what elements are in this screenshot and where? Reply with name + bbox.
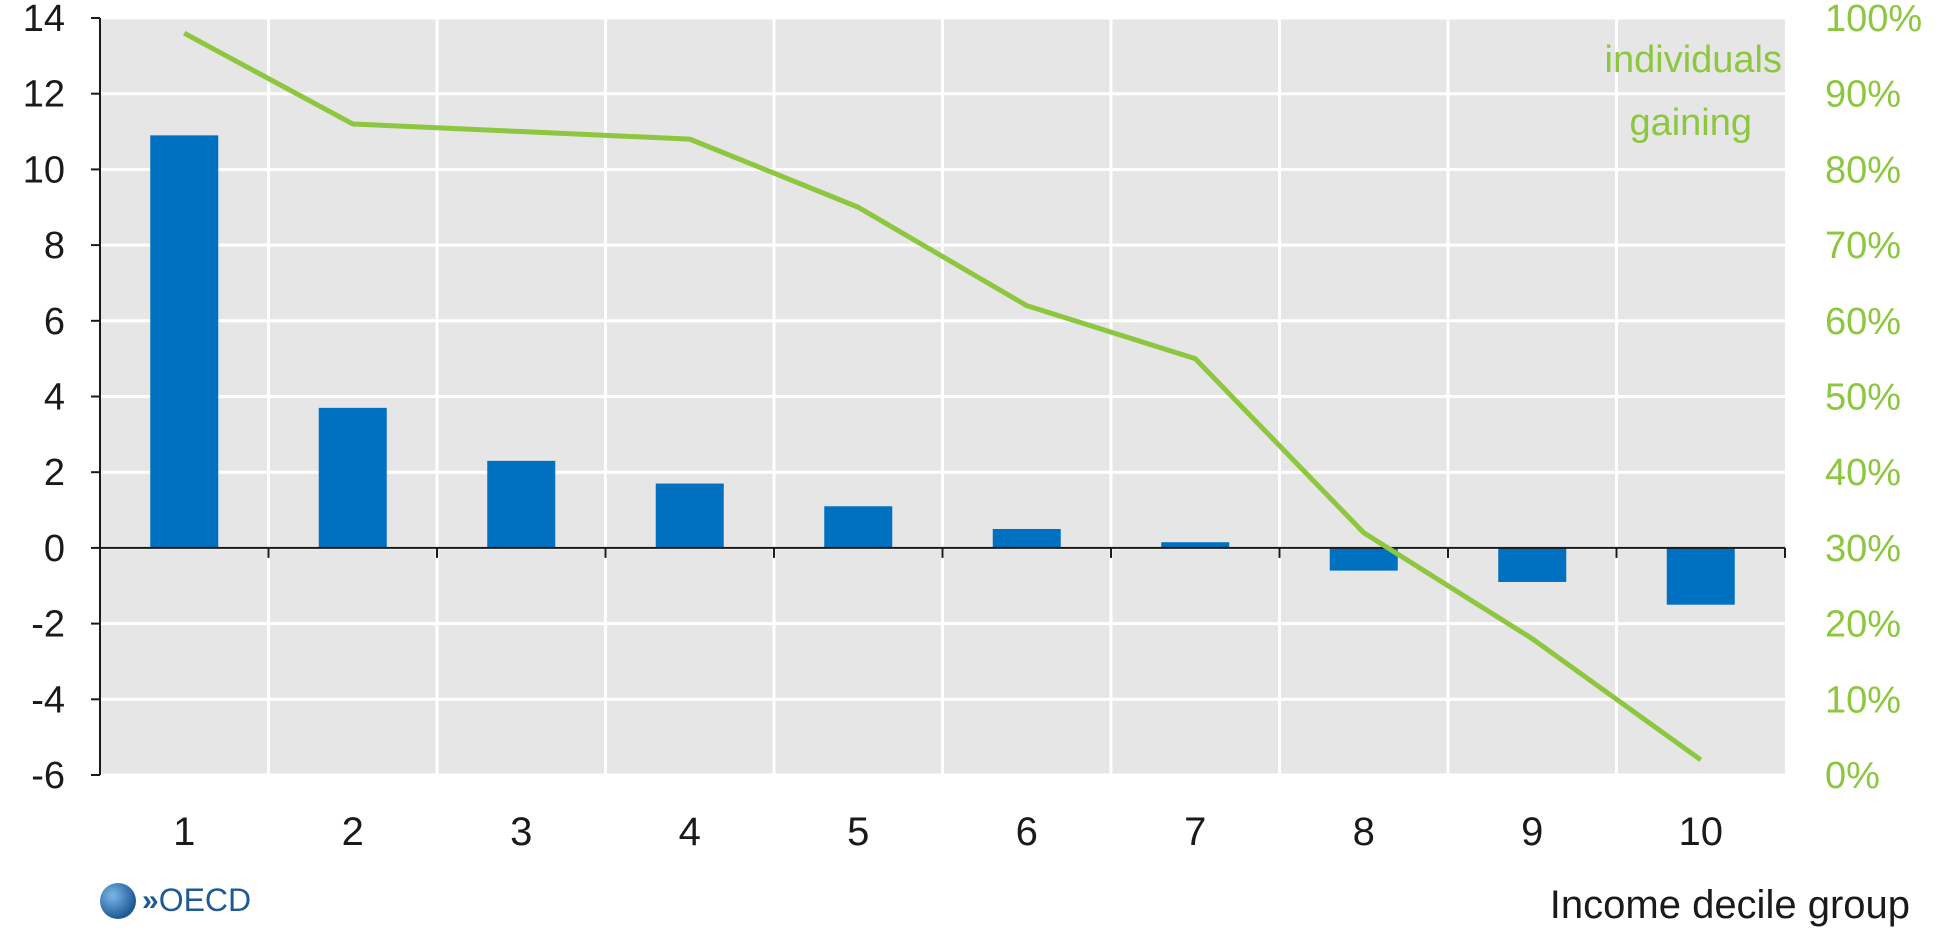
y2-tick-label: 50%	[1825, 377, 1901, 419]
bar-decile-6	[992, 528, 1061, 548]
bar-decile-5	[824, 506, 893, 548]
y-tick-label: 0	[44, 528, 65, 570]
bar-decile-10	[1666, 547, 1735, 605]
x-tick-label: 6	[1016, 810, 1038, 854]
y-tick-label: 2	[44, 452, 65, 494]
globe-icon	[100, 882, 136, 919]
y2-tick-label: 30%	[1825, 528, 1901, 570]
x-tick-label: 4	[679, 810, 701, 854]
y-tick-label: 8	[44, 225, 65, 267]
y2-tick-label: 100%	[1825, 0, 1922, 40]
bar-decile-3	[487, 460, 556, 548]
y2-tick-label: 20%	[1825, 604, 1901, 646]
y2-tick-label: 40%	[1825, 452, 1901, 494]
x-tick-label: 3	[510, 810, 532, 854]
y-tick-label: -2	[31, 604, 65, 646]
series-annotation-line1: individuals	[1605, 39, 1782, 81]
x-tick-label: 8	[1353, 810, 1375, 854]
y2-tick-label: 0%	[1825, 755, 1880, 797]
x-tick-label: 9	[1521, 810, 1543, 854]
y2-tick-label: 80%	[1825, 149, 1901, 191]
oecd-logo: » OECD	[100, 882, 251, 919]
y-tick-label: 12	[23, 74, 65, 116]
x-tick-label: 1	[173, 810, 195, 854]
y2-tick-label: 70%	[1825, 225, 1901, 267]
line-series	[183, 30, 1703, 762]
bar-decile-4	[655, 483, 724, 548]
y-tick-label: 10	[23, 149, 65, 191]
axes	[91, 17, 1786, 776]
y-tick-label: -4	[31, 679, 65, 721]
bar-series	[150, 135, 1735, 605]
y-tick-label: 14	[23, 0, 65, 40]
y2-tick-label: 10%	[1825, 679, 1901, 721]
y-tick-label: -6	[31, 755, 65, 797]
x-tick-label: 2	[342, 810, 364, 854]
y-tick-label: 4	[44, 377, 65, 419]
individuals-gaining-line	[183, 30, 1703, 762]
bar-decile-9	[1498, 547, 1567, 582]
x-tick-label: 10	[1679, 810, 1724, 854]
bar-decile-1	[150, 135, 219, 548]
y2-tick-label: 60%	[1825, 301, 1901, 343]
y-tick-label: 6	[44, 301, 65, 343]
chevron-icon: »	[142, 883, 159, 917]
bar-decile-8	[1329, 547, 1398, 571]
series-annotation-line2: gaining	[1629, 102, 1752, 144]
x-tick-label: 7	[1184, 810, 1206, 854]
logo-text: OECD	[158, 882, 252, 918]
x-axis-label: Income decile group	[1550, 883, 1910, 927]
y2-tick-label: 90%	[1825, 74, 1901, 116]
bar-decile-7	[1161, 542, 1230, 548]
tick-labels: 14121086420-2-4-6100%90%80%70%60%50%40%3…	[23, 0, 1922, 854]
bar-decile-2	[318, 407, 387, 548]
x-tick-label: 5	[847, 810, 869, 854]
